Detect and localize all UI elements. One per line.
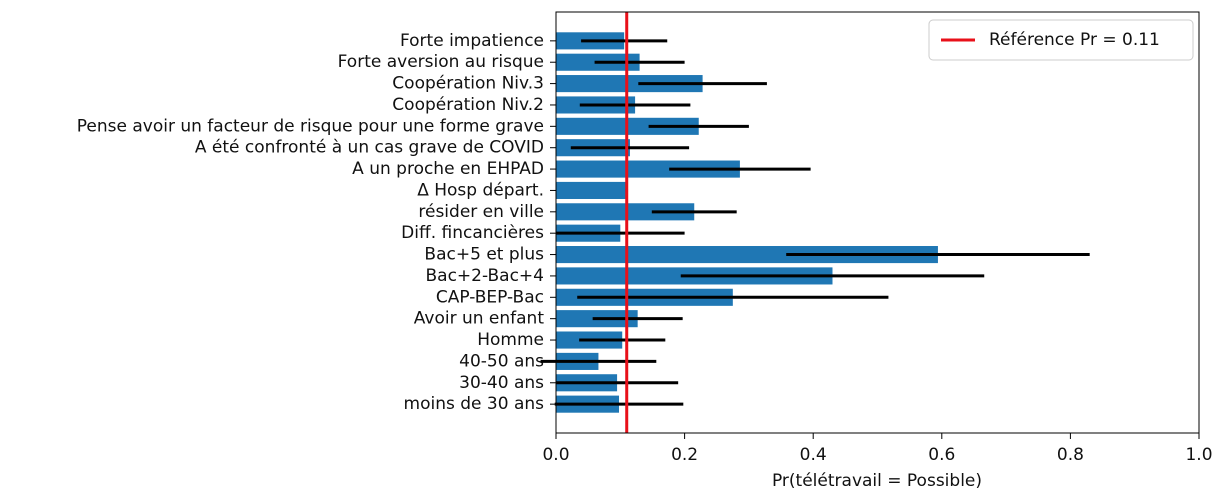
x-tick-label: 0.8 bbox=[1057, 445, 1084, 465]
plot-frame bbox=[555, 11, 1200, 434]
y-tick-label: résider en ville bbox=[418, 202, 544, 222]
y-tick-label: Forte impatience bbox=[400, 31, 544, 51]
y-tick-label: moins de 30 ans bbox=[404, 394, 545, 414]
x-tick-label: 0.2 bbox=[671, 445, 698, 465]
x-tick-label: 0.6 bbox=[928, 445, 955, 465]
y-tick-label: 30-40 ans bbox=[459, 373, 544, 393]
y-tick-label: Δ Hosp départ. bbox=[417, 180, 544, 200]
y-tick-label: Forte aversion au risque bbox=[338, 52, 544, 72]
y-tick-label: Coopération Niv.2 bbox=[392, 95, 544, 115]
x-tick-label: 0.0 bbox=[542, 445, 569, 465]
y-tick-label: Pense avoir un facteur de risque pour un… bbox=[77, 116, 544, 136]
y-tick-label: Diff. fincancières bbox=[401, 223, 544, 243]
bar bbox=[556, 246, 938, 264]
y-tick-label: A été confronté à un cas grave de COVID bbox=[195, 138, 544, 158]
legend-box bbox=[928, 19, 1194, 61]
y-tick-label: CAP-BEP-Bac bbox=[436, 287, 544, 307]
x-tick-label: 1.0 bbox=[1185, 445, 1212, 465]
y-tick-label: Avoir un enfant bbox=[414, 309, 545, 329]
bar bbox=[556, 203, 695, 221]
bar bbox=[556, 75, 703, 93]
bar bbox=[556, 181, 627, 199]
y-tick-label: Bac+2-Bac+4 bbox=[425, 266, 544, 286]
y-tick-label: Coopération Niv.3 bbox=[392, 74, 544, 94]
x-tick-label: 0.4 bbox=[800, 445, 827, 465]
bar bbox=[556, 160, 740, 178]
y-tick-label: Homme bbox=[477, 330, 544, 350]
x-axis-label: Pr(télétravail = Possible) bbox=[772, 471, 982, 491]
y-tick-label: 40-50 ans bbox=[459, 351, 544, 371]
y-tick-label: Bac+5 et plus bbox=[424, 245, 544, 265]
legend-label: Référence Pr = 0.11 bbox=[989, 30, 1160, 50]
y-tick-label: A un proche en EHPAD bbox=[352, 159, 544, 179]
